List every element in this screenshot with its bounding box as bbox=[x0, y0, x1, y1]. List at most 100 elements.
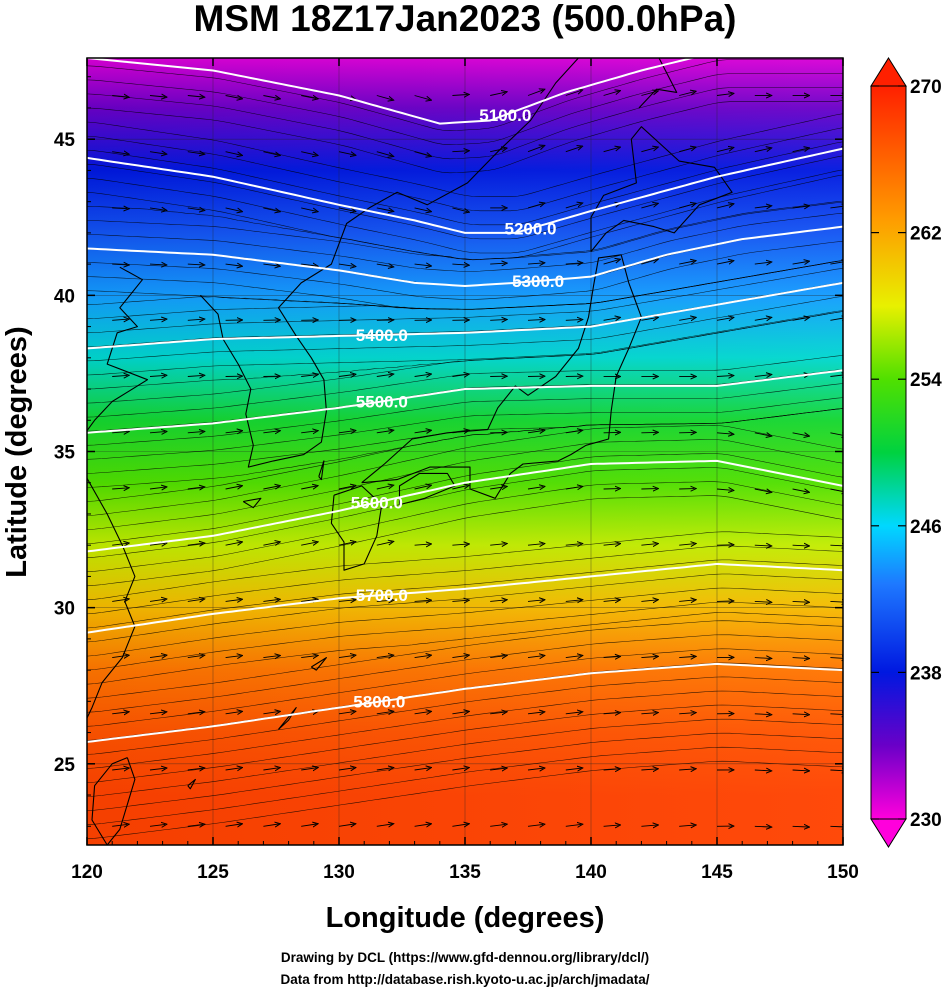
wind-arrow bbox=[414, 431, 430, 433]
wind-streamline bbox=[87, 87, 843, 160]
colorbar-tick-label: 246 bbox=[910, 517, 942, 538]
wind-arrow bbox=[679, 600, 694, 602]
wind-arrow bbox=[527, 146, 543, 153]
wind-arrow bbox=[112, 264, 127, 265]
wind-arrow bbox=[754, 658, 770, 659]
wind-arrow bbox=[452, 655, 467, 657]
wind-arrow bbox=[641, 204, 656, 209]
wind-arrow bbox=[112, 432, 127, 433]
wind-arrow bbox=[112, 655, 127, 657]
wind-arrow bbox=[792, 714, 808, 715]
wind-arrow bbox=[565, 431, 581, 433]
wind-streamline bbox=[87, 559, 843, 629]
wind-arrow bbox=[149, 543, 165, 545]
colorbar-tick-label: 262 bbox=[910, 224, 942, 245]
wind-streamline bbox=[87, 397, 843, 460]
wind-arrow bbox=[187, 432, 203, 433]
wind-arrow bbox=[490, 656, 505, 658]
wind-arrow bbox=[565, 147, 581, 153]
wind-arrow bbox=[187, 543, 203, 545]
y-axis-label: Latitude (degrees) bbox=[1, 326, 33, 577]
height-contour-line bbox=[87, 459, 843, 553]
wind-arrow bbox=[565, 824, 581, 826]
wind-streamline bbox=[87, 100, 843, 174]
x-axis-ticks: 120 125 130 135 140 145 150 bbox=[71, 58, 859, 883]
wind-streamline bbox=[87, 495, 843, 587]
wind-streamline bbox=[87, 113, 843, 197]
wind-arrow bbox=[263, 431, 278, 433]
wind-arrow bbox=[225, 542, 241, 545]
wind-arrow bbox=[754, 262, 770, 264]
wind-arrow bbox=[754, 148, 770, 153]
contour-labels: 5100.0 5200.0 5300.0 5400.0 5500.0 5600.0 5700… bbox=[351, 106, 564, 712]
wind-arrow bbox=[565, 91, 581, 96]
wind-arrow bbox=[565, 712, 581, 714]
y-tick-label: 40 bbox=[54, 286, 75, 307]
wind-arrow bbox=[112, 599, 127, 601]
wind-arrow bbox=[225, 151, 241, 155]
wind-arrow bbox=[641, 657, 656, 658]
wind-arrow bbox=[754, 318, 770, 321]
wind-arrow bbox=[187, 375, 203, 376]
wind-streamline bbox=[87, 169, 843, 254]
wind-arrow bbox=[452, 431, 467, 433]
coastline bbox=[398, 472, 456, 506]
wind-arrow bbox=[490, 768, 505, 770]
wind-arrow bbox=[716, 489, 732, 490]
wind-arrow bbox=[414, 486, 430, 490]
wind-streamline bbox=[87, 212, 843, 272]
wind-arrow bbox=[792, 601, 808, 602]
wind-streamline bbox=[87, 648, 843, 727]
wind-arrow bbox=[414, 712, 430, 714]
wind-streamline bbox=[87, 439, 843, 530]
wind-arrow bbox=[754, 433, 770, 436]
wind-arrow bbox=[263, 264, 278, 266]
wind-arrow bbox=[376, 431, 392, 433]
wind-arrow bbox=[376, 486, 392, 490]
wind-arrow bbox=[792, 489, 808, 492]
wind-arrow bbox=[338, 264, 354, 266]
wind-streamline bbox=[87, 481, 843, 572]
height-contour-line bbox=[87, 281, 843, 350]
height-contour-line bbox=[87, 662, 843, 743]
wind-arrow bbox=[452, 374, 467, 376]
x-tick-label: 145 bbox=[701, 862, 733, 883]
coastline bbox=[590, 126, 733, 252]
wind-arrow bbox=[414, 264, 430, 266]
wind-arrow bbox=[376, 95, 392, 100]
wind-arrow bbox=[187, 319, 203, 320]
wind-arrow bbox=[263, 824, 278, 826]
wind-arrow bbox=[301, 656, 316, 658]
wind-arrow bbox=[603, 148, 619, 153]
wind-streamline bbox=[87, 732, 843, 811]
wind-arrow bbox=[225, 768, 241, 770]
wind-arrow bbox=[641, 713, 656, 714]
wind-streamline bbox=[87, 601, 843, 671]
wind-streamline bbox=[87, 545, 843, 615]
x-tick-label: 140 bbox=[575, 862, 607, 883]
wind-arrow bbox=[452, 544, 467, 545]
chart-title: MSM 18Z17Jan2023 (500.0hPa) bbox=[194, 0, 737, 39]
wind-arrow bbox=[301, 151, 316, 155]
wind-arrow bbox=[338, 768, 354, 770]
coastline bbox=[91, 757, 136, 845]
wind-arrow bbox=[225, 96, 241, 99]
credit-drawing: Drawing by DCL (https://www.gfd-dennou.o… bbox=[281, 950, 649, 965]
wind-arrow bbox=[263, 96, 278, 99]
wind-arrow bbox=[187, 264, 203, 265]
wind-arrow bbox=[565, 544, 581, 546]
wind-arrow bbox=[376, 655, 392, 657]
colorbar: 230 238 246 254 262 270 bbox=[870, 57, 942, 848]
wind-arrow bbox=[603, 260, 619, 265]
colorbar-ticks: 230 238 246 254 262 270 bbox=[871, 77, 942, 831]
wind-arrow bbox=[679, 713, 694, 714]
wind-streamline bbox=[87, 531, 843, 601]
wind-arrow bbox=[414, 374, 430, 376]
wind-streamline bbox=[87, 200, 843, 260]
wind-arrow bbox=[414, 151, 430, 156]
wind-arrow bbox=[792, 262, 808, 265]
wind-arrow bbox=[754, 826, 770, 827]
x-tick-label: 120 bbox=[71, 862, 103, 883]
wind-arrow bbox=[716, 204, 732, 209]
wind-arrow bbox=[754, 714, 770, 715]
